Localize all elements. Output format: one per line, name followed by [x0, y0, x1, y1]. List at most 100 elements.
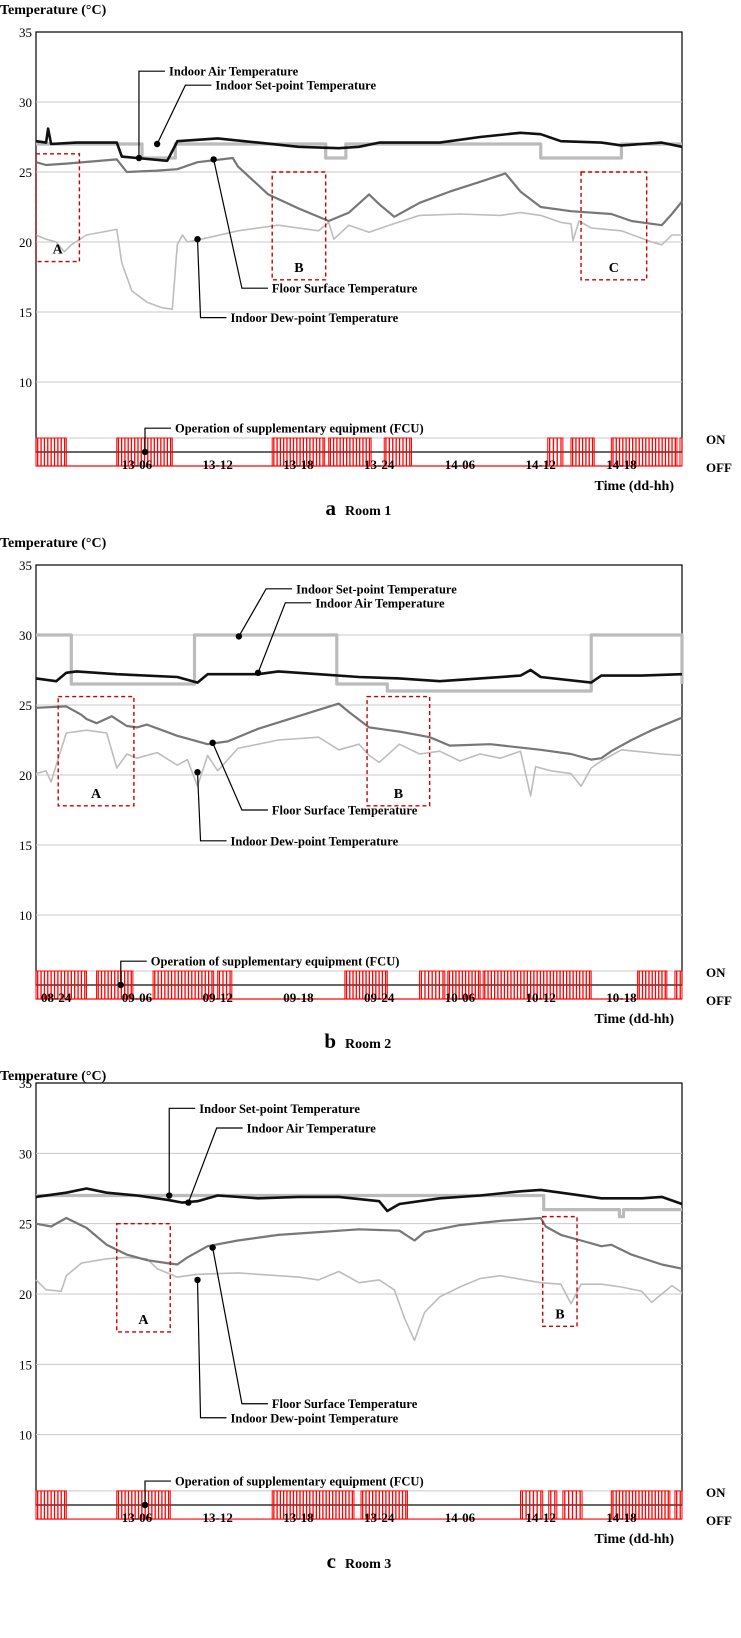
series-line-floor [35, 156, 683, 227]
y-tick-label: 15 [19, 838, 32, 853]
x-axis-title: Time (dd-hh) [595, 1532, 675, 1547]
annotation-dot [209, 739, 216, 746]
fcu-operation [35, 970, 683, 1000]
x-tick-label: 09-12 [203, 990, 233, 1005]
annotation-label-dew: Indoor Dew-point Temperature [231, 311, 399, 325]
annotation-dot [210, 156, 217, 163]
series-line-floor [35, 1216, 683, 1270]
annotation-dot [117, 981, 124, 989]
annotation-label-dew: Indoor Dew-point Temperature [231, 834, 399, 848]
x-tick-label: 14-18 [606, 1510, 637, 1525]
annotation-label-fcu: Operation of supplementary equipment (FC… [175, 1475, 424, 1489]
region-box [580, 171, 648, 281]
y-tick-label: 20 [19, 235, 32, 250]
x-tick-label: 09-06 [122, 990, 153, 1005]
region-box [35, 153, 81, 263]
region-box [57, 695, 135, 807]
x-tick-label: 13-24 [364, 1510, 395, 1525]
x-axis-title: Time (dd-hh) [595, 479, 675, 494]
annotation-leader [187, 1127, 243, 1203]
y-tick-label: 35 [19, 25, 32, 40]
annotation-dot [141, 1501, 149, 1509]
region-box [366, 695, 431, 807]
annotation-leader [120, 960, 147, 985]
region-label: A [138, 1313, 149, 1328]
annotation-dot [194, 1276, 201, 1284]
panel-letter: b [324, 1029, 336, 1053]
x-tick-label: 13-12 [203, 457, 233, 472]
fcu-operation [35, 437, 683, 467]
region-box [271, 171, 327, 281]
annotation-leader [144, 427, 172, 452]
annotation-label-setpoint: Indoor Set-point Temperature [199, 1102, 360, 1116]
annotation-leader [212, 1247, 268, 1405]
x-tick-label: 14-06 [445, 457, 476, 472]
series-line-setpoint [36, 633, 684, 693]
annotation-leader [196, 239, 227, 319]
panel-caption: Room 1 [345, 504, 391, 519]
annotation-leader [156, 84, 212, 145]
annotation-label-air: Indoor Air Temperature [315, 596, 445, 610]
x-tick-label: 13-06 [122, 1510, 153, 1525]
x-tick-label: 13-06 [122, 457, 153, 472]
y-tick-label: 25 [19, 165, 32, 180]
x-tick-label: 14-12 [526, 1510, 556, 1525]
annotation-dot [235, 633, 243, 640]
series-line-air [35, 1187, 683, 1213]
annotation-leader [213, 159, 268, 289]
annotation-leader [196, 772, 227, 842]
x-tick-label: 13-18 [283, 1510, 314, 1525]
y-tick-label: 35 [19, 558, 32, 573]
y-tick-label: 10 [19, 1428, 32, 1443]
annotation-dot [194, 236, 201, 243]
x-tick-label: 14-18 [606, 457, 637, 472]
y-tick-label: 30 [19, 1146, 32, 1161]
annotation-dot [185, 1199, 192, 1206]
annotation-label-floor: Floor Surface Temperature [272, 804, 418, 818]
x-tick-label: 13-24 [364, 457, 395, 472]
series-line-dew [35, 729, 683, 797]
x-tick-label: 08-24 [41, 990, 72, 1005]
annotation-label-air: Indoor Air Temperature [247, 1122, 377, 1136]
x-axis-title: Time (dd-hh) [595, 1012, 675, 1027]
annotation-dot [141, 448, 149, 456]
x-tick-label: 09-24 [364, 990, 395, 1005]
fcu-operation [35, 1490, 683, 1520]
annotation-dot [254, 669, 262, 676]
off-label: OFF [706, 993, 732, 1008]
off-label: OFF [706, 460, 732, 475]
y-tick-label: 15 [19, 305, 32, 320]
x-tick-label: 10-06 [445, 990, 476, 1005]
annotation-label-setpoint: Indoor Set-point Temperature [215, 79, 376, 93]
y-tick-label: 25 [19, 698, 32, 713]
y-tick-label: 35 [19, 1076, 32, 1091]
annotation-leader [212, 742, 268, 811]
on-label: ON [706, 965, 726, 980]
y-tick-label: 30 [19, 95, 32, 110]
annotation-leader [168, 1107, 196, 1196]
x-tick-label: 14-06 [445, 1510, 476, 1525]
x-tick-label: 09-18 [283, 990, 314, 1005]
annotation-leader [138, 70, 165, 158]
region-label: B [555, 1307, 564, 1322]
annotation-dot [209, 1244, 216, 1251]
annotation-dot [194, 769, 201, 776]
x-tick-label: 14-12 [526, 457, 556, 472]
panel-letter: a [326, 496, 337, 520]
region-label: B [294, 261, 303, 276]
series-line-floor [35, 702, 683, 761]
annotation-dot [166, 1192, 173, 1199]
annotation-leader [238, 588, 293, 637]
annotation-dot [153, 140, 161, 148]
annotation-label-setpoint: Indoor Set-point Temperature [296, 582, 457, 596]
region-box [542, 1215, 578, 1328]
x-tick-label: 13-18 [283, 457, 314, 472]
chart-panel-a: 10 15 20 25 30 35 Temperature (°C) ON OFF A B C Indo… [0, 3, 732, 520]
annotation-leader [144, 1480, 172, 1505]
chart-panel-b: 10 15 20 25 30 35 Temperature (°C) ON OFF A B Indoo… [0, 536, 732, 1053]
region-label: A [53, 243, 64, 258]
on-label: ON [706, 432, 726, 447]
series-line-air [35, 127, 683, 163]
